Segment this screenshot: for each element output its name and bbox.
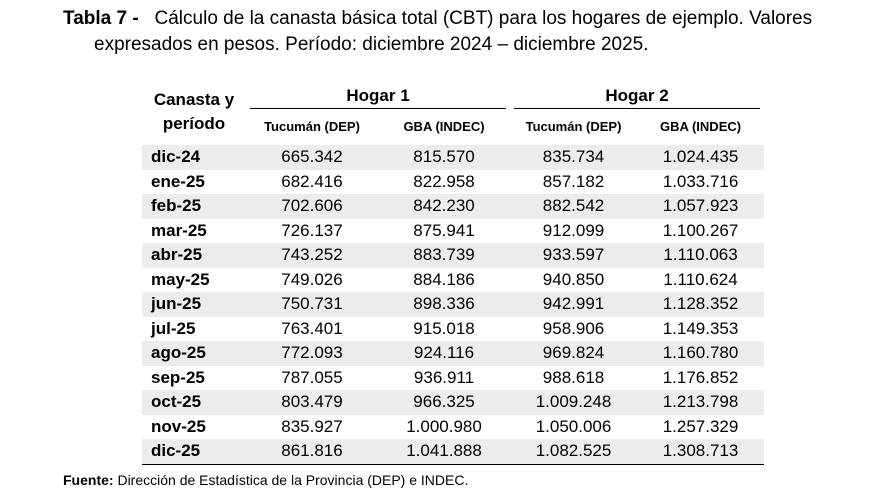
h2-tucuman-cell: 912.099 xyxy=(542,220,605,240)
h2-gba-cell: 1.213.798 xyxy=(637,390,765,415)
table-row: sep-25 787.055 936.911 988.618 1.176.852 xyxy=(142,366,764,391)
h2-tucuman-cell: 988.618 xyxy=(542,367,605,387)
h1-tucuman-cell: 835.927 xyxy=(281,416,343,436)
period-cell: may-25 xyxy=(151,269,210,289)
source-note: Fuente: Dirección de Estadística de la P… xyxy=(63,471,468,489)
h2-gba-cell: 1.110.624 xyxy=(663,269,738,289)
h2-gba-cell: 1.308.713 xyxy=(637,439,765,465)
h1-gba-cell: 884.186 xyxy=(413,269,475,289)
table-row: jul-25 763.401 915.018 958.906 1.149.353 xyxy=(142,317,764,342)
h1-tucuman-cell: 749.026 xyxy=(281,269,343,289)
period-cell: sep-25 xyxy=(151,367,205,387)
h2-gba-cell: 1.128.352 xyxy=(637,292,765,317)
h2-tucuman-cell: 933.597 xyxy=(510,243,638,268)
source-label: Fuente: xyxy=(63,472,114,488)
h2-tucuman-cell: 1.050.006 xyxy=(535,416,612,436)
period-cell: abr-25 xyxy=(142,243,246,268)
h2-tucuman-cell: 1.082.525 xyxy=(510,439,638,465)
h2-gba-cell: 1.057.923 xyxy=(637,194,765,219)
period-cell: feb-25 xyxy=(142,194,246,219)
period-cell: jul-25 xyxy=(151,318,196,338)
table-row: ago-25 772.093 924.116 969.824 1.160.780 xyxy=(142,341,765,366)
h1-tucuman-cell: 665.342 xyxy=(246,142,378,170)
h1-gba-cell: 842.230 xyxy=(378,194,511,219)
subheader-h1-gba: GBA (INDEC) xyxy=(378,110,511,144)
h1-gba-cell: 924.116 xyxy=(378,341,511,366)
h2-tucuman-cell: 969.824 xyxy=(510,341,638,366)
h1-tucuman-cell: 743.252 xyxy=(246,243,378,268)
h2-gba-cell: 1.149.353 xyxy=(662,318,739,338)
group-header-hogar-1: Hogar 1 xyxy=(246,84,510,110)
header-row-groups: Canasta y período Hogar 1 Hogar 2 xyxy=(142,84,764,144)
h1-tucuman-cell: 682.416 xyxy=(281,171,343,191)
h1-tucuman-cell: 803.479 xyxy=(246,390,378,415)
corner-header-line2: período xyxy=(162,114,226,133)
h1-gba-cell: 1.041.888 xyxy=(378,439,511,465)
period-cell: jun-25 xyxy=(142,292,246,317)
period-cell: dic-25 xyxy=(142,439,246,465)
h2-gba-cell: 1.257.329 xyxy=(662,416,739,436)
table-row: dic-24 665.342 815.570 835.734 1.024.435 xyxy=(142,142,765,170)
corner-header-line1: Canasta y xyxy=(153,90,235,109)
period-cell: nov-25 xyxy=(151,416,206,436)
period-cell: ene-25 xyxy=(151,171,205,191)
h2-gba-cell: 1.160.780 xyxy=(637,341,765,366)
period-cell: oct-25 xyxy=(142,390,246,415)
period-cell: ago-25 xyxy=(142,341,246,366)
subheader-h2-tucuman: Tucumán (DEP) xyxy=(510,110,638,144)
table-row: may-25 749.026 884.186 940.850 1.110.624 xyxy=(142,268,764,293)
h1-gba-cell: 815.570 xyxy=(378,142,511,170)
h2-gba-cell: 1.033.716 xyxy=(662,171,739,191)
h2-gba-cell: 1.100.267 xyxy=(662,220,739,240)
caption-text-line2: expresados en pesos. Período: diciembre … xyxy=(94,34,649,55)
cbt-table: Canasta y período Hogar 1 Hogar 2 Tucumá… xyxy=(142,84,765,465)
h2-tucuman-cell: 835.734 xyxy=(510,142,638,170)
h1-gba-cell: 822.958 xyxy=(413,171,475,191)
table-row: oct-25 803.479 966.325 1.009.248 1.213.798 xyxy=(142,390,765,415)
h1-tucuman-cell: 772.093 xyxy=(246,341,378,366)
table-caption: Tabla 7 - Cálculo de la canasta básica t… xyxy=(63,6,883,58)
h2-tucuman-cell: 1.009.248 xyxy=(510,390,638,415)
table-row: jun-25 750.731 898.336 942.991 1.128.352 xyxy=(142,292,765,317)
cbt-table-container: Canasta y período Hogar 1 Hogar 2 Tucumá… xyxy=(142,84,765,465)
caption-label: Tabla 7 - xyxy=(63,8,139,29)
h1-gba-cell: 898.336 xyxy=(378,292,511,317)
h1-tucuman-cell: 750.731 xyxy=(246,292,378,317)
subheader-h2-gba: GBA (INDEC) xyxy=(637,110,765,144)
h2-gba-cell: 1.110.063 xyxy=(637,243,765,268)
h2-gba-cell: 1.176.852 xyxy=(662,367,739,387)
h1-gba-cell: 1.000.980 xyxy=(406,416,482,436)
subheader-h1-tucuman: Tucumán (DEP) xyxy=(246,110,378,144)
h2-tucuman-cell: 940.850 xyxy=(542,269,605,289)
period-cell: mar-25 xyxy=(151,220,207,240)
source-text: Dirección de Estadística de la Provincia… xyxy=(117,472,469,488)
h2-tucuman-cell: 857.182 xyxy=(542,171,605,191)
h1-gba-cell: 915.018 xyxy=(413,318,475,338)
group-header-hogar-2: Hogar 2 xyxy=(510,84,764,110)
corner-header: Canasta y período xyxy=(142,84,246,144)
table-row: ene-25 682.416 822.958 857.182 1.033.716 xyxy=(142,170,764,195)
h1-tucuman-cell: 787.055 xyxy=(281,367,343,387)
h1-gba-cell: 966.325 xyxy=(378,390,511,415)
h1-tucuman-cell: 702.606 xyxy=(246,194,378,219)
h1-tucuman-cell: 763.401 xyxy=(281,318,343,338)
h2-gba-cell: 1.024.435 xyxy=(637,142,765,170)
table-row: dic-25 861.816 1.041.888 1.082.525 1.308.713 xyxy=(142,439,765,465)
table-row: feb-25 702.606 842.230 882.542 1.057.923 xyxy=(142,194,765,219)
h2-tucuman-cell: 958.906 xyxy=(542,318,605,338)
h1-gba-cell: 883.739 xyxy=(378,243,511,268)
h1-tucuman-cell: 861.816 xyxy=(246,439,378,465)
table-row: nov-25 835.927 1.000.980 1.050.006 1.257.329 xyxy=(142,415,764,440)
h2-tucuman-cell: 882.542 xyxy=(510,194,638,219)
h1-tucuman-cell: 726.137 xyxy=(281,220,343,240)
table-row: abr-25 743.252 883.739 933.597 1.110.063 xyxy=(142,243,765,268)
h1-gba-cell: 936.911 xyxy=(413,367,475,387)
table-body: dic-24 665.342 815.570 835.734 1.024.435 ene-… xyxy=(142,142,765,465)
table-row: mar-25 726.137 875.941 912.099 1.100.267 xyxy=(142,219,764,244)
caption-text-line1: Cálculo de la canasta básica total (CBT)… xyxy=(154,8,813,29)
h1-gba-cell: 875.941 xyxy=(413,220,475,240)
period-cell: dic-24 xyxy=(142,142,246,170)
h2-tucuman-cell: 942.991 xyxy=(510,292,638,317)
